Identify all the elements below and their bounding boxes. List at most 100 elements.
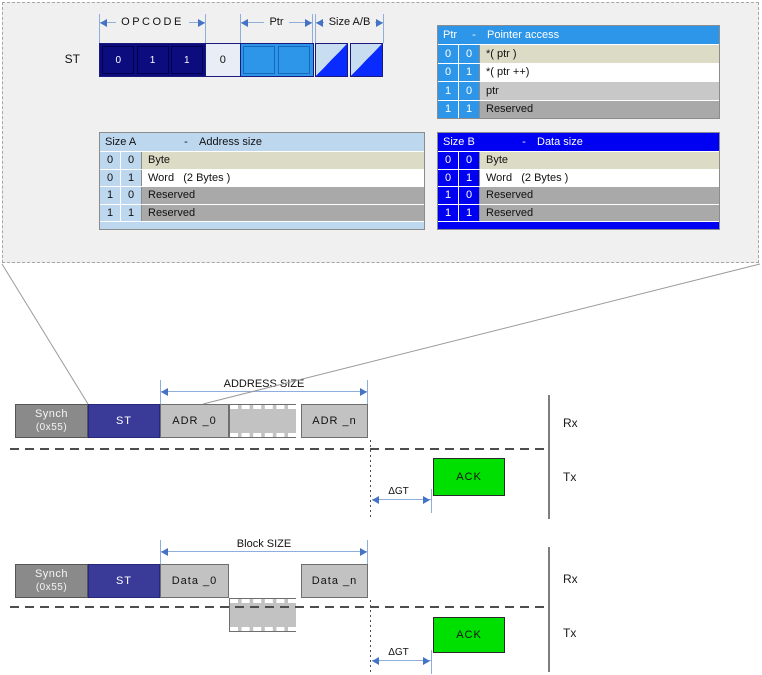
table-row: 1 0 Reserved xyxy=(438,186,719,204)
rx-tx-axis-line xyxy=(548,547,550,672)
synch-box: Synch (0x55) xyxy=(15,564,88,598)
bit-cell: 1 xyxy=(100,187,121,204)
value-cell: Reserved xyxy=(480,187,719,204)
ellipsis-box xyxy=(229,404,296,438)
table-row: 1 0 ptr xyxy=(438,81,719,100)
dimension-line xyxy=(161,551,367,552)
arrow-left-icon xyxy=(241,19,248,27)
table-name: Size A xyxy=(105,136,137,148)
bit-cell: 1 xyxy=(438,187,459,204)
dimension-tick xyxy=(431,489,432,513)
value-cell: Word (2 Bytes ) xyxy=(480,169,719,186)
ghost-dash-top xyxy=(230,405,296,409)
adr-0-label: ADR _0 xyxy=(172,415,217,427)
ptr-bit-cell xyxy=(278,46,311,74)
bit-cell: 1 xyxy=(438,204,459,221)
bit-cell: 1 xyxy=(438,82,459,100)
bit-cell: 1 xyxy=(459,63,480,81)
table-row: 0 0 Byte xyxy=(100,151,424,169)
table-row: 1 0 Reserved xyxy=(100,186,424,204)
table-row: 1 1 Reserved xyxy=(100,203,424,221)
ptr-bit-cell xyxy=(243,46,276,74)
opcode-dimension-label: OPCODE xyxy=(116,16,189,28)
bit-cell: 1 xyxy=(121,204,142,221)
value-cell: *( ptr ) xyxy=(480,45,719,63)
size-b-table: Size B - Data size 0 0 Byte 0 1 Word (2 … xyxy=(437,132,720,230)
st-register: 0 1 1 0 xyxy=(99,43,314,77)
table-row: 0 0 Byte xyxy=(438,151,719,169)
dimension-tick xyxy=(160,380,161,404)
size-ab-dimension: Size A/B xyxy=(315,14,384,43)
bit-cell: 0 xyxy=(100,169,121,186)
bit-cell: 0 xyxy=(438,63,459,81)
value-cell: Word (2 Bytes ) xyxy=(142,169,424,186)
ack-box: ACK xyxy=(433,617,505,653)
value-cell: ptr xyxy=(480,82,719,100)
value-cell: *( ptr ++) xyxy=(480,63,719,81)
guard-time-dimension: ΔGT xyxy=(371,486,432,513)
size-ab-bit-cell xyxy=(350,43,383,77)
arrow-left-icon xyxy=(316,19,323,27)
rx-label: Rx xyxy=(563,416,578,430)
frame-end-guide-line xyxy=(370,600,371,673)
rx-label: Rx xyxy=(563,572,578,586)
dimension-tick xyxy=(99,14,100,43)
arrow-left-icon xyxy=(161,388,168,396)
arrow-right-icon xyxy=(423,657,430,665)
st-box: ST xyxy=(88,564,160,598)
synch-value: (0x55) xyxy=(35,582,68,593)
register-label: ST xyxy=(64,52,80,66)
bit-cell: 1 xyxy=(438,100,459,118)
opcode-dimension: OPCODE xyxy=(99,14,206,43)
arrow-left-icon xyxy=(372,496,379,504)
block-size-label: Block SIZE xyxy=(231,538,297,550)
table-name: Size B xyxy=(443,136,475,148)
adr-0-box: ADR _0 xyxy=(160,404,229,438)
value-cell: Reserved xyxy=(480,204,719,221)
value-cell: Reserved xyxy=(480,100,719,118)
st-box-label: ST xyxy=(115,575,133,587)
dimension-line xyxy=(161,391,367,392)
value-cell: Byte xyxy=(480,152,719,169)
synch-label: Synch xyxy=(34,568,69,580)
table-footer-strip xyxy=(100,221,424,229)
table-dash: - xyxy=(472,29,476,41)
table-row: 0 1 Word (2 Bytes ) xyxy=(100,168,424,186)
dimension-tick xyxy=(367,540,368,564)
table-description: Pointer access xyxy=(487,29,560,41)
rx-tx-separator xyxy=(10,606,548,608)
size-a-table-header: Size A - Address size xyxy=(100,133,424,151)
arrow-right-icon xyxy=(376,19,383,27)
adr-n-box: ADR _n xyxy=(301,404,368,438)
rx-tx-separator xyxy=(10,448,548,450)
tx-label: Tx xyxy=(563,626,577,640)
bit-cell: 1 xyxy=(459,100,480,118)
data-n-label: Data _n xyxy=(311,575,358,587)
value-cell: Reserved xyxy=(142,187,424,204)
table-dash: - xyxy=(522,136,526,148)
callout-line-left xyxy=(1,263,89,405)
guard-time-dimension: ΔGT xyxy=(371,647,432,674)
dimension-tick xyxy=(315,14,316,43)
arrow-left-icon xyxy=(161,548,168,556)
arrow-left-icon xyxy=(100,19,107,27)
value-cell: Byte xyxy=(142,152,424,169)
synch-value: (0x55) xyxy=(35,422,68,433)
bit-cell: 0 xyxy=(121,187,142,204)
dimension-line xyxy=(372,660,431,661)
bit-cell: 1 xyxy=(459,169,480,186)
ghost-dash-bottom xyxy=(230,627,296,631)
bit-cell: 0 xyxy=(459,187,480,204)
opcode-field: 0 1 1 xyxy=(100,44,205,76)
table-row: 0 1 Word (2 Bytes ) xyxy=(438,168,719,186)
st-box: ST xyxy=(88,404,160,438)
ghost-dash-bottom xyxy=(230,433,296,437)
size-b-table-header: Size B - Data size xyxy=(438,133,719,151)
st-box-label: ST xyxy=(115,415,133,427)
table-row: 1 1 Reserved xyxy=(438,203,719,221)
block-size-dimension: Block SIZE xyxy=(160,538,368,564)
bit-cell: 1 xyxy=(121,169,142,186)
ptr-field xyxy=(239,44,313,76)
dimension-line xyxy=(372,499,431,500)
